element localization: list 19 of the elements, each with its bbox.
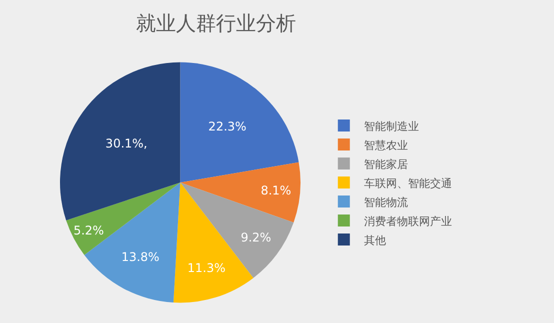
legend-label: 智能制造业 — [364, 120, 419, 133]
chart-title: 就业人群行业分析 — [136, 11, 296, 36]
legend-label: 消费者物联网产业 — [364, 214, 452, 228]
legend-label: 智慧农业 — [364, 138, 408, 152]
data-label: 5.2% — [73, 224, 104, 238]
legend-label: 智能物流 — [364, 196, 408, 209]
data-label: 8.1% — [260, 184, 292, 198]
pie-slice — [180, 62, 299, 182]
legend-label: 车联网、智能交通 — [364, 176, 452, 190]
pie-slice — [180, 162, 300, 223]
data-label: 30.1%, — [105, 136, 148, 151]
pie-slice — [180, 182, 294, 278]
data-label: 9.2% — [240, 230, 272, 244]
data-label: 13.8% — [121, 250, 160, 264]
legend-label: 智能家居 — [364, 158, 408, 171]
data-label: 11.3% — [187, 260, 226, 275]
pie-slice — [60, 62, 180, 220]
data-label: 22.3% — [208, 120, 246, 134]
legend-label: 其他 — [364, 234, 386, 247]
